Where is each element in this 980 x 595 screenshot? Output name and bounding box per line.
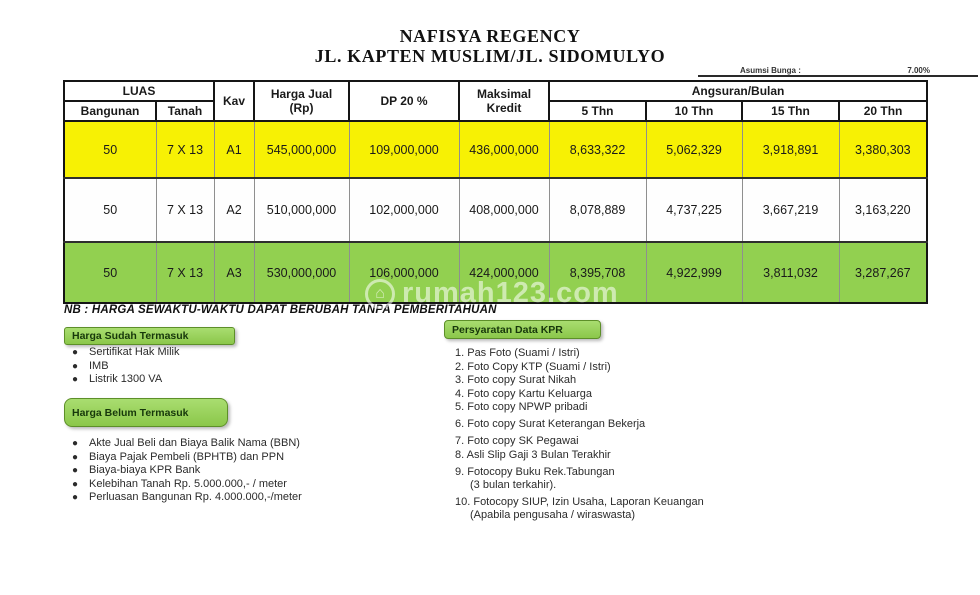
header-kav: Kav	[213, 80, 256, 122]
cell-bangunan: 50	[63, 120, 157, 179]
bullet-icon: ●	[72, 465, 79, 476]
list-item-text: Biaya-biaya KPR Bank	[89, 464, 201, 476]
requirement-item: 7. Foto copy SK Pegawai	[455, 435, 579, 447]
bullet-icon: ●	[72, 360, 79, 372]
cell-angsuran-10: 4,922,999	[645, 241, 743, 304]
header-maksimal-kredit: Maksimal Kredit	[458, 80, 551, 122]
list-item-text: Biaya Pajak Pembeli (BPHTB) dan PPN	[89, 450, 285, 463]
nb-disclaimer: NB : HARGA SEWAKTU-WAKTU DAPAT BERUBAH T…	[64, 304, 497, 316]
section-title: Harga Belum Termasuk	[72, 406, 189, 419]
cell-angsuran-10: 4,737,225	[645, 177, 743, 243]
cell-kav: A2	[213, 177, 255, 243]
requirement-item: 3. Foto copy Surat Nikah	[455, 374, 577, 386]
requirement-item: 5. Foto copy NPWP pribadi	[455, 401, 588, 413]
list-item-text: IMB	[89, 359, 109, 372]
section-title: Harga Sudah Termasuk	[72, 330, 189, 342]
interest-assumption-label: Asumsi Bunga :	[740, 66, 801, 75]
cell-angsuran-5: 8,078,889	[548, 177, 647, 243]
price-table: LUAS Kav Harga Jual (Rp) DP 20 % Maksima…	[62, 80, 929, 304]
header-luas: LUAS	[62, 80, 216, 102]
requirement-item: 6. Foto copy Surat Keterangan Bekerja	[455, 418, 646, 430]
section-header-harga-belum-termasuk: Harga Belum Termasuk	[64, 398, 228, 427]
list-item-text: Akte Jual Beli dan Biaya Balik Nama (BBN…	[89, 437, 300, 449]
cell-maksimal: 436,000,000	[458, 120, 550, 179]
bullet-icon: ●	[72, 438, 79, 449]
header-harga-jual: Harga Jual (Rp)	[253, 80, 351, 122]
requirement-item: 4. Foto copy Kartu Keluarga	[455, 387, 592, 400]
project-address: JL. KAPTEN MUSLIM/JL. SIDOMULYO	[314, 46, 666, 66]
bullet-icon: ●	[72, 492, 79, 503]
cell-angsuran-20: 3,287,267	[838, 241, 929, 304]
table-row-a2: 50 7 X 13 A2 510,000,000 102,000,000 408…	[63, 177, 929, 243]
cell-harga: 510,000,000	[253, 177, 350, 243]
header-angsuran: Angsuran/Bulan	[548, 80, 929, 102]
cell-maksimal: 408,000,000	[458, 177, 550, 243]
cell-tanah: 7 X 13	[155, 177, 215, 243]
cell-dp: 109,000,000	[348, 120, 460, 179]
list-item: ● Sertifikat Hak Milik	[72, 346, 179, 359]
cell-harga: 530,000,000	[253, 241, 350, 304]
list-item-text: Perluasan Bangunan Rp. 4.000.000,-/meter	[89, 491, 302, 503]
cell-dp: 102,000,000	[348, 177, 460, 243]
cell-tanah: 7 X 13	[155, 241, 215, 304]
cell-angsuran-20: 3,380,303	[838, 120, 929, 179]
header-10thn: 10 Thn	[645, 100, 744, 122]
list-item: ● Listrik 1300 VA	[72, 373, 179, 386]
document-title: NAFISYA REGENCY JL. KAPTEN MUSLIM/JL. SI…	[0, 26, 980, 66]
list-item: ● Akte Jual Beli dan Biaya Balik Nama (B…	[72, 437, 302, 450]
requirement-item: 2. Foto Copy KTP (Suami / Istri)	[455, 360, 611, 373]
bullet-icon: ●	[72, 374, 79, 385]
cell-angsuran-15: 3,667,219	[741, 177, 840, 243]
cell-angsuran-15: 3,918,891	[741, 120, 840, 179]
cell-harga: 545,000,000	[253, 120, 350, 179]
table-row-a1: 50 7 X 13 A1 545,000,000 109,000,000 436…	[63, 120, 929, 179]
list-item-text: Sertifikat Hak Milik	[89, 346, 180, 358]
cell-tanah: 7 X 13	[155, 120, 215, 179]
cell-angsuran-15: 3,811,032	[741, 241, 840, 304]
list-item: ● Biaya-biaya KPR Bank	[72, 464, 302, 477]
list-item: ● IMB	[72, 360, 179, 373]
section-header-persyaratan-kpr: Persyaratan Data KPR	[444, 320, 601, 339]
section-title: Persyaratan Data KPR	[452, 323, 563, 336]
cell-angsuran-5: 8,395,708	[548, 241, 647, 304]
cell-kav: A3	[213, 241, 255, 304]
header-tanah: Tanah	[154, 100, 216, 122]
table-row-a3: 50 7 X 13 A3 530,000,000 106,000,000 424…	[63, 241, 929, 304]
cell-maksimal: 424,000,000	[458, 241, 550, 304]
requirement-item: 9. Fotocopy Buku Rek.Tabungan (3 bulan t…	[455, 465, 615, 491]
list-item-text: Kelebihan Tanah Rp. 5.000.000,- / meter	[89, 477, 287, 490]
header-20thn: 20 Thn	[838, 100, 929, 122]
list-item: ● Perluasan Bangunan Rp. 4.000.000,-/met…	[72, 491, 302, 504]
cell-angsuran-20: 3,163,220	[838, 177, 929, 243]
requirement-item: 10. Fotocopy SIUP, Izin Usaha, Laporan K…	[455, 495, 704, 521]
harga-sudah-list: ● Sertifikat Hak Milik ● IMB ● Listrik 1…	[72, 346, 179, 387]
cell-angsuran-10: 5,062,329	[645, 120, 743, 179]
header-15thn: 15 Thn	[741, 100, 841, 122]
requirement-item: 1. Pas Foto (Suami / Istri)	[455, 347, 580, 359]
list-item-text: Listrik 1300 VA	[89, 373, 163, 385]
list-item: ● Kelebihan Tanah Rp. 5.000.000,- / mete…	[72, 478, 302, 491]
cell-bangunan: 50	[63, 241, 157, 304]
cell-kav: A1	[213, 120, 255, 179]
header-dp: DP 20 %	[348, 80, 461, 122]
bullet-icon: ●	[72, 347, 79, 358]
requirement-item: 8. Asli Slip Gaji 3 Bulan Terakhir	[455, 448, 611, 461]
cell-bangunan: 50	[63, 177, 157, 243]
header-5thn: 5 Thn	[548, 100, 648, 122]
bullet-icon: ●	[72, 478, 79, 490]
bullet-icon: ●	[72, 451, 79, 463]
list-item: ● Biaya Pajak Pembeli (BPHTB) dan PPN	[72, 451, 302, 464]
interest-assumption-value: 7.00%	[907, 66, 930, 75]
cell-angsuran-5: 8,633,322	[548, 120, 647, 179]
header-bangunan: Bangunan	[63, 100, 157, 122]
project-name: NAFISYA REGENCY	[399, 26, 581, 46]
section-header-harga-sudah-termasuk: Harga Sudah Termasuk	[64, 327, 235, 345]
persyaratan-list: 1. Pas Foto (Suami / Istri) 2. Foto Copy…	[455, 347, 704, 522]
harga-belum-list: ● Akte Jual Beli dan Biaya Balik Nama (B…	[72, 437, 302, 505]
cell-dp: 106,000,000	[348, 241, 460, 304]
interest-assumption: Asumsi Bunga : 7.00%	[698, 62, 978, 77]
